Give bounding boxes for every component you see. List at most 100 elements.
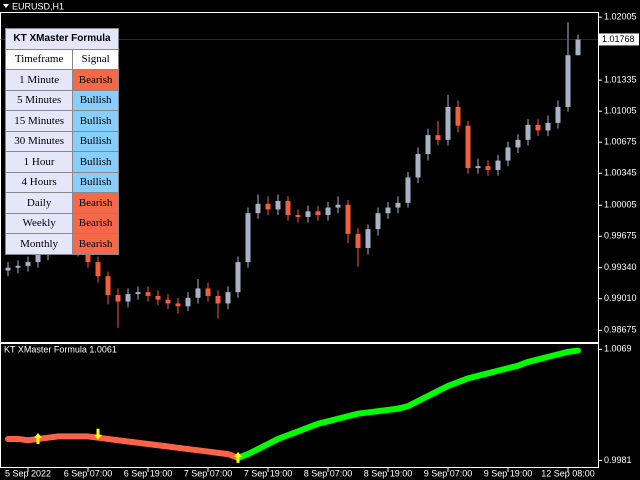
- candle-body: [225, 292, 231, 304]
- x-tick-label: 9 Sep 07:00: [424, 468, 473, 478]
- table-cell: 1 Minute: [4, 69, 74, 91]
- indicator-line: [5, 433, 241, 461]
- candle-body: [265, 203, 271, 210]
- candle-body: [115, 294, 121, 302]
- last-price-box: [599, 33, 639, 46]
- table-row: 30 Minutes Bullish: [4, 130, 119, 152]
- table-cell: 15 Minutes: [4, 110, 74, 132]
- y-tick-label: 1.01005: [604, 106, 637, 116]
- y-tick-label: 1.00345: [604, 168, 637, 178]
- table-cell: Daily: [4, 192, 74, 214]
- table-row: 1 Minute Bearish: [4, 69, 119, 91]
- candle-body: [555, 106, 561, 123]
- candle-body: [85, 250, 91, 263]
- table-cell: Bearish: [72, 212, 119, 234]
- candle-body: [425, 135, 431, 154]
- x-tick-label: 6 Sep 19:00: [124, 468, 173, 478]
- candle-body: [305, 211, 311, 217]
- table-cell: Bullish: [72, 130, 119, 152]
- signal-table: KT XMaster Formula Timeframe Signal 1 Minut…: [4, 28, 119, 255]
- y-tick-label: 1.00675: [604, 137, 637, 147]
- candle-body: [315, 211, 321, 216]
- candle-body: [165, 299, 171, 304]
- candle-body: [205, 288, 211, 296]
- table-cell: Bullish: [72, 151, 119, 173]
- candle-body: [535, 124, 541, 131]
- symbol-label: EURUSD,H1: [12, 1, 64, 11]
- candle-body: [455, 106, 461, 126]
- y-tick-label: 1.0069: [604, 344, 632, 354]
- table-row: Daily Bearish: [4, 192, 119, 214]
- signal-arrow: [34, 432, 42, 444]
- table-cell: 5 Minutes: [4, 89, 74, 111]
- candle-body: [295, 215, 301, 217]
- y-tick-label: 1.01335: [604, 75, 637, 85]
- y-tick-label: 1.00005: [604, 200, 637, 210]
- y-tick-label: 0.98675: [604, 325, 637, 335]
- candle-body: [485, 166, 491, 170]
- table-cell: 30 Minutes: [4, 130, 74, 152]
- table-cell: Bullish: [72, 171, 119, 193]
- candle-body: [395, 202, 401, 208]
- table-cell: Signal: [72, 48, 119, 70]
- candle-body: [345, 204, 351, 234]
- x-tick-label: 8 Sep 07:00: [304, 468, 353, 478]
- candle-body: [465, 125, 471, 169]
- candle-body: [25, 262, 31, 266]
- candle-body: [325, 207, 331, 216]
- candle-body: [475, 166, 481, 169]
- x-tick-label: 6 Sep 07:00: [64, 468, 113, 478]
- candle-body: [405, 177, 411, 203]
- menu-triangle[interactable]: [3, 4, 9, 8]
- candle-body: [375, 213, 381, 230]
- x-tick-label: 7 Sep 07:00: [184, 468, 233, 478]
- indicator-title: KT XMaster Formula 1.0061: [4, 344, 117, 354]
- candle-body: [545, 122, 551, 131]
- y-tick-label: 1.02005: [604, 12, 637, 22]
- candle-body: [5, 267, 11, 271]
- candle-body: [15, 265, 21, 268]
- candle-body: [145, 292, 151, 296]
- candle-body: [565, 55, 571, 107]
- candle-body: [385, 207, 391, 214]
- candle-body: [185, 297, 191, 307]
- table-row: 5 Minutes Bullish: [4, 89, 119, 111]
- candle-body: [275, 200, 281, 210]
- candle-body: [35, 254, 41, 263]
- candle-body: [515, 139, 521, 148]
- table-cell: Bearish: [72, 69, 119, 91]
- candle-body: [195, 288, 201, 298]
- table-row: 15 Minutes Bullish: [4, 110, 119, 132]
- signal-arrow: [94, 428, 102, 440]
- candle-body: [235, 262, 241, 293]
- candle-body: [215, 295, 221, 304]
- table-cell: Bearish: [72, 233, 119, 255]
- candle-body: [155, 295, 161, 300]
- candle-body: [355, 233, 361, 248]
- table-row: Weekly Bearish: [4, 212, 119, 234]
- candle-body: [335, 204, 341, 208]
- candle-body: [135, 292, 141, 295]
- table-cell: KT XMaster Formula: [5, 28, 119, 50]
- table-cell: 1 Hour: [4, 151, 74, 173]
- candle-body: [125, 294, 131, 302]
- candle-body: [255, 203, 261, 214]
- candle-body: [365, 229, 371, 248]
- table-cell: Timeframe: [4, 48, 74, 70]
- indicator-pane: [0, 343, 599, 468]
- table-row: KT XMaster Formula: [5, 28, 119, 50]
- table-row: Monthly Bearish: [4, 233, 119, 255]
- table-cell: Weekly: [4, 212, 74, 234]
- table-cell: Bearish: [72, 192, 119, 214]
- candle-body: [175, 303, 181, 307]
- candle-body: [95, 262, 101, 277]
- signal-arrow: [234, 451, 242, 463]
- candle-body: [285, 200, 291, 216]
- main-pane: [0, 12, 599, 343]
- x-tick-label: 7 Sep 19:00: [244, 468, 293, 478]
- candle-body: [495, 160, 501, 170]
- table-row: 1 Hour Bullish: [4, 151, 119, 173]
- last-price-label: 1.01768: [602, 34, 635, 44]
- x-tick-label: 8 Sep 19:00: [364, 468, 413, 478]
